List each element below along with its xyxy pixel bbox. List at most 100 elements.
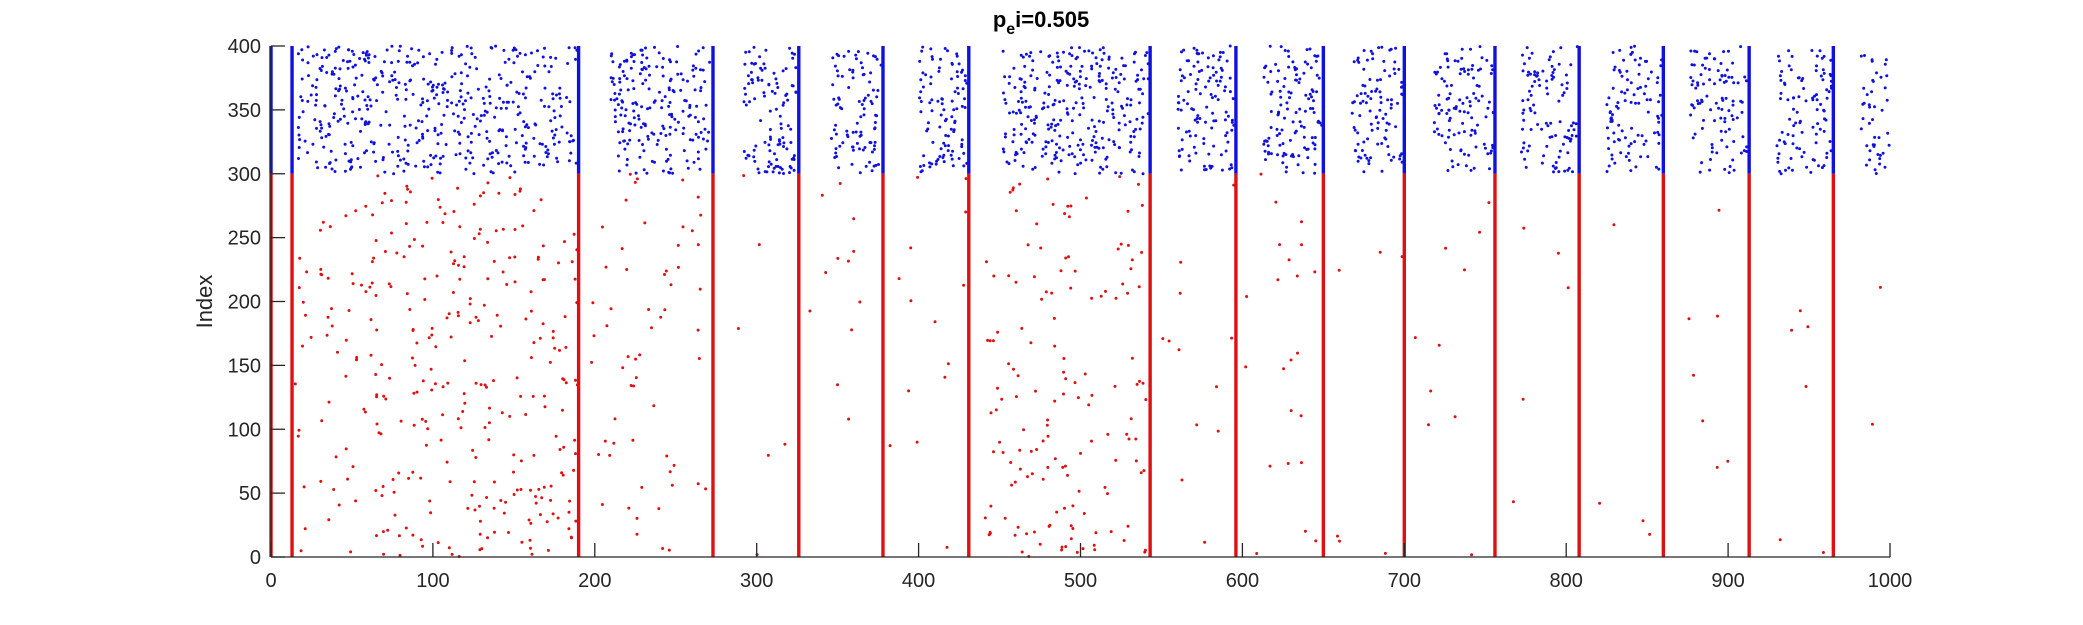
excitatory-spike-point xyxy=(1203,540,1207,544)
inhibitory-spike-point xyxy=(750,61,754,65)
inhibitory-spike-point xyxy=(1215,79,1219,83)
excitatory-spike-point xyxy=(436,198,440,202)
excitatory-spike-point xyxy=(512,493,516,496)
inhibitory-spike-point xyxy=(1719,129,1723,133)
inhibitory-spike-point xyxy=(1380,142,1384,145)
inhibitory-spike-point xyxy=(1188,159,1192,163)
excitatory-spike-point xyxy=(474,315,478,319)
inhibitory-spike-point xyxy=(1288,138,1292,142)
inhibitory-spike-point xyxy=(1566,151,1570,155)
excitatory-spike-point xyxy=(518,187,522,191)
inhibitory-spike-point xyxy=(435,85,439,89)
inhibitory-spike-point xyxy=(1294,78,1298,82)
inhibitory-spike-point xyxy=(1522,118,1526,122)
excitatory-spike-point xyxy=(643,221,647,225)
inhibitory-spike-point xyxy=(543,46,546,50)
excitatory-spike-point xyxy=(1444,246,1448,250)
inhibitory-spike-point xyxy=(404,161,408,165)
excitatory-spike-point xyxy=(628,172,632,176)
inhibitory-spike-point xyxy=(1295,73,1298,77)
inhibitory-spike-point xyxy=(1176,126,1180,130)
excitatory-spike-point xyxy=(384,397,388,401)
inhibitory-spike-point xyxy=(455,103,459,107)
inhibitory-spike-point xyxy=(1629,169,1633,173)
inhibitory-spike-point xyxy=(841,141,845,145)
inhibitory-spike-point xyxy=(1470,116,1474,120)
excitatory-spike-point xyxy=(429,367,433,371)
inhibitory-spike-point xyxy=(543,86,547,90)
inhibitory-spike-point xyxy=(1448,92,1452,96)
excitatory-spike-point xyxy=(1566,286,1570,290)
inhibitory-spike-point xyxy=(610,52,614,56)
inhibitory-spike-point xyxy=(345,89,348,93)
inhibitory-spike-point xyxy=(1702,82,1705,86)
excitatory-spike-point xyxy=(495,313,499,317)
inhibitory-spike-point xyxy=(655,65,659,69)
inhibitory-spike-point xyxy=(573,46,577,50)
excitatory-spike-point xyxy=(541,322,545,326)
inhibitory-spike-point xyxy=(697,49,701,53)
inhibitory-spike-point xyxy=(1802,87,1806,90)
inhibitory-spike-point xyxy=(957,62,961,66)
inhibitory-spike-point xyxy=(1307,97,1311,101)
inhibitory-spike-point xyxy=(471,156,475,160)
excitatory-spike-point xyxy=(1003,516,1007,520)
inhibitory-spike-point xyxy=(625,163,629,167)
inhibitory-spike-point xyxy=(1232,123,1236,127)
inhibitory-spike-point xyxy=(1098,64,1102,68)
inhibitory-spike-point xyxy=(1480,56,1484,60)
inhibitory-spike-point xyxy=(1274,62,1278,66)
inhibitory-spike-point xyxy=(363,59,367,63)
inhibitory-spike-point xyxy=(1100,58,1104,62)
inhibitory-spike-point xyxy=(1356,56,1360,60)
excitatory-spike-point xyxy=(670,483,674,487)
inhibitory-spike-point xyxy=(744,103,748,107)
inhibitory-spike-point xyxy=(1362,49,1366,52)
excitatory-spike-point xyxy=(374,373,378,376)
excitatory-spike-point xyxy=(494,229,498,233)
inhibitory-spike-point xyxy=(1134,79,1138,83)
inhibitory-spike-point xyxy=(777,138,781,142)
inhibitory-spike-point xyxy=(1044,145,1048,149)
excitatory-spike-point xyxy=(456,417,460,421)
inhibitory-spike-point xyxy=(1623,99,1627,103)
inhibitory-spike-point xyxy=(491,151,494,155)
excitatory-spike-point xyxy=(490,334,493,338)
inhibitory-spike-point xyxy=(1606,126,1609,130)
inhibitory-spike-point xyxy=(1177,149,1181,153)
inhibitory-spike-point xyxy=(1810,49,1814,52)
inhibitory-spike-point xyxy=(368,98,372,102)
inhibitory-spike-point xyxy=(1033,133,1037,137)
inhibitory-spike-point xyxy=(1101,146,1105,150)
inhibitory-spike-point xyxy=(619,88,623,92)
inhibitory-spike-point xyxy=(1306,156,1310,160)
inhibitory-spike-point xyxy=(872,164,876,168)
inhibitory-spike-point xyxy=(433,126,437,130)
inhibitory-spike-point xyxy=(346,121,350,125)
inhibitory-spike-point xyxy=(1727,109,1731,113)
inhibitory-spike-point xyxy=(961,87,965,91)
inhibitory-spike-point xyxy=(1777,152,1781,156)
inhibitory-spike-point xyxy=(791,56,795,60)
inhibitory-spike-point xyxy=(1526,149,1530,153)
inhibitory-spike-point xyxy=(1019,96,1023,100)
inhibitory-spike-point xyxy=(324,165,328,169)
inhibitory-spike-point xyxy=(359,165,362,169)
excitatory-spike-point xyxy=(1701,419,1705,423)
inhibitory-spike-point xyxy=(1562,91,1566,95)
inhibitory-spike-point xyxy=(704,103,708,107)
inhibitory-spike-point xyxy=(1703,56,1707,60)
inhibitory-spike-point xyxy=(1786,133,1790,136)
inhibitory-spike-point xyxy=(1719,62,1723,65)
inhibitory-spike-point xyxy=(1473,131,1477,135)
inhibitory-spike-point xyxy=(1742,149,1746,153)
inhibitory-spike-point xyxy=(1717,106,1721,110)
inhibitory-spike-point xyxy=(1696,102,1700,106)
inhibitory-spike-point xyxy=(1815,54,1819,58)
excitatory-spike-point xyxy=(668,470,672,474)
inhibitory-spike-point xyxy=(1276,79,1280,83)
inhibitory-spike-point xyxy=(832,128,836,132)
inhibitory-spike-point xyxy=(332,72,336,76)
inhibitory-spike-point xyxy=(746,74,750,78)
inhibitory-spike-point xyxy=(838,106,842,110)
